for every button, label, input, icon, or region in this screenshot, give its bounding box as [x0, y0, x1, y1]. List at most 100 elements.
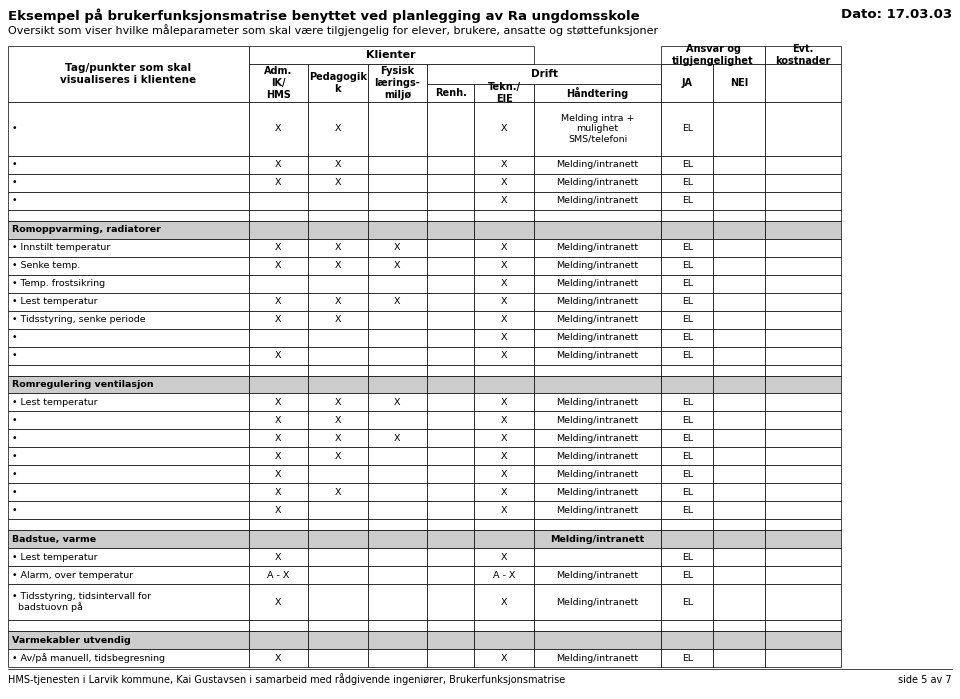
- Bar: [8, 484, 249, 501]
- Text: •: •: [12, 416, 17, 425]
- Text: EL: EL: [682, 196, 693, 206]
- Text: Melding/intranett: Melding/intranett: [557, 506, 638, 515]
- Bar: [249, 174, 308, 192]
- Bar: [427, 429, 474, 447]
- Bar: [249, 429, 308, 447]
- Bar: [249, 394, 308, 412]
- Bar: [427, 584, 474, 620]
- Text: X: X: [335, 297, 341, 306]
- Text: • Tidsstyring, tidsintervall for
  badstuovn på: • Tidsstyring, tidsintervall for badstuo…: [12, 592, 151, 612]
- Bar: [8, 329, 249, 347]
- Bar: [534, 375, 661, 394]
- Bar: [661, 365, 713, 375]
- Bar: [474, 484, 534, 501]
- Bar: [8, 192, 249, 210]
- Text: X: X: [395, 261, 400, 271]
- Bar: [8, 239, 249, 257]
- Bar: [534, 210, 661, 221]
- Text: X: X: [395, 297, 400, 306]
- Text: Varmekabler utvendig: Varmekabler utvendig: [12, 635, 131, 644]
- Text: X: X: [335, 416, 341, 425]
- Bar: [661, 210, 713, 221]
- Bar: [249, 365, 308, 375]
- Bar: [713, 210, 765, 221]
- Bar: [427, 210, 474, 221]
- Bar: [534, 329, 661, 347]
- Bar: [713, 412, 765, 429]
- Text: •: •: [12, 434, 17, 443]
- Bar: [765, 584, 841, 620]
- Text: EL: EL: [682, 570, 693, 579]
- Bar: [474, 447, 534, 466]
- Bar: [368, 221, 427, 239]
- Bar: [534, 102, 661, 156]
- Bar: [474, 394, 534, 412]
- Text: X: X: [501, 654, 507, 663]
- Bar: [661, 394, 713, 412]
- Text: • Lest temperatur: • Lest temperatur: [12, 398, 98, 407]
- Bar: [713, 174, 765, 192]
- Bar: [308, 347, 368, 365]
- Bar: [368, 631, 427, 649]
- Bar: [661, 102, 713, 156]
- Bar: [713, 519, 765, 531]
- Bar: [765, 239, 841, 257]
- Text: X: X: [501, 161, 507, 169]
- Bar: [474, 329, 534, 347]
- Bar: [661, 46, 765, 64]
- Bar: [427, 275, 474, 293]
- Text: X: X: [335, 261, 341, 271]
- Bar: [368, 501, 427, 519]
- Text: X: X: [276, 470, 281, 479]
- Bar: [661, 257, 713, 275]
- Bar: [249, 347, 308, 365]
- Bar: [661, 631, 713, 649]
- Bar: [474, 156, 534, 174]
- Bar: [661, 519, 713, 531]
- Bar: [427, 221, 474, 239]
- Text: X: X: [335, 243, 341, 252]
- Bar: [661, 375, 713, 394]
- Bar: [765, 156, 841, 174]
- Text: Romregulering ventilasjon: Romregulering ventilasjon: [12, 380, 154, 389]
- Text: X: X: [501, 297, 507, 306]
- Bar: [249, 221, 308, 239]
- Bar: [308, 192, 368, 210]
- Text: X: X: [276, 598, 281, 607]
- Bar: [474, 620, 534, 631]
- Bar: [534, 501, 661, 519]
- Bar: [308, 548, 368, 566]
- Bar: [427, 156, 474, 174]
- Bar: [249, 466, 308, 484]
- Bar: [474, 631, 534, 649]
- Bar: [249, 531, 308, 548]
- Bar: [368, 239, 427, 257]
- Text: X: X: [276, 124, 281, 134]
- Bar: [8, 293, 249, 311]
- Bar: [427, 620, 474, 631]
- Bar: [427, 412, 474, 429]
- Bar: [534, 466, 661, 484]
- Text: Romoppvarming, radiatorer: Romoppvarming, radiatorer: [12, 225, 161, 234]
- Bar: [713, 620, 765, 631]
- Bar: [368, 484, 427, 501]
- Bar: [765, 375, 841, 394]
- Bar: [713, 531, 765, 548]
- Bar: [474, 365, 534, 375]
- Bar: [8, 548, 249, 566]
- Bar: [249, 293, 308, 311]
- Bar: [713, 394, 765, 412]
- Bar: [713, 329, 765, 347]
- Bar: [308, 102, 368, 156]
- Bar: [368, 192, 427, 210]
- Bar: [713, 347, 765, 365]
- Bar: [308, 257, 368, 275]
- Bar: [474, 293, 534, 311]
- Bar: [474, 102, 534, 156]
- Bar: [534, 275, 661, 293]
- Bar: [534, 347, 661, 365]
- Bar: [661, 429, 713, 447]
- Text: Melding/intranett: Melding/intranett: [557, 470, 638, 479]
- Bar: [713, 429, 765, 447]
- Text: Klienter: Klienter: [367, 50, 416, 60]
